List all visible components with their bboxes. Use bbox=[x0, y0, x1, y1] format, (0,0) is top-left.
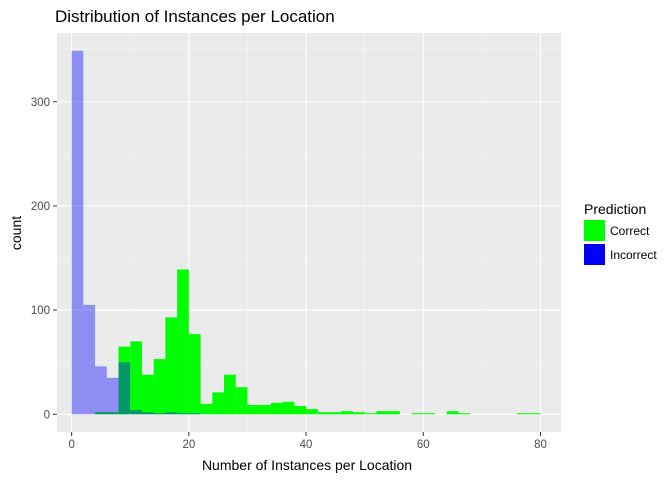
series-incorrect-bars bbox=[71, 50, 201, 415]
bar-correct-22-24 bbox=[200, 403, 213, 415]
x-tick-label: 60 bbox=[417, 439, 430, 451]
bar-incorrect-18-20 bbox=[177, 413, 189, 415]
chart-title: Distribution of Instances per Location bbox=[55, 7, 335, 26]
y-tick-label: 0 bbox=[44, 409, 50, 421]
legend-key-incorrect bbox=[584, 244, 605, 265]
bar-correct-16-18 bbox=[165, 317, 178, 415]
legend-label-incorrect: Incorrect bbox=[610, 248, 657, 262]
bar-correct-26-28 bbox=[224, 374, 236, 415]
bar-correct-12-14 bbox=[141, 374, 154, 415]
bar-correct-14-16 bbox=[153, 359, 166, 415]
bar-correct-36-38 bbox=[282, 401, 295, 415]
bar-incorrect-10-12 bbox=[130, 410, 142, 415]
bar-correct-34-36 bbox=[270, 402, 283, 415]
x-tick-label: 80 bbox=[534, 439, 547, 451]
bar-correct-24-26 bbox=[212, 392, 225, 415]
bar-incorrect-2-4 bbox=[83, 304, 96, 415]
bar-correct-42-44 bbox=[317, 412, 330, 415]
plot-panel bbox=[57, 33, 561, 432]
bar-correct-18-20 bbox=[177, 269, 189, 415]
bar-incorrect-8-10 bbox=[118, 362, 131, 415]
bar-correct-76-78 bbox=[517, 413, 529, 415]
y-tick-label: 300 bbox=[31, 97, 50, 109]
bar-incorrect-6-8 bbox=[106, 377, 119, 415]
bar-correct-52-54 bbox=[376, 411, 389, 415]
bar-correct-20-22 bbox=[188, 334, 201, 415]
bar-incorrect-12-14 bbox=[141, 412, 154, 415]
bar-correct-32-34 bbox=[259, 404, 271, 415]
bar-correct-38-40 bbox=[294, 405, 307, 415]
bar-correct-4-6 bbox=[95, 412, 107, 415]
bar-correct-78-80 bbox=[528, 413, 541, 415]
bar-correct-64-66 bbox=[446, 411, 459, 415]
bar-correct-44-46 bbox=[329, 412, 342, 415]
bar-correct-66-68 bbox=[458, 413, 471, 415]
legend-title: Prediction bbox=[584, 201, 646, 217]
bar-incorrect-14-16 bbox=[153, 413, 166, 415]
minor-gridlines bbox=[57, 33, 561, 432]
bar-incorrect-16-18 bbox=[165, 412, 178, 415]
series-correct-bars bbox=[95, 269, 541, 415]
bar-correct-6-8 bbox=[106, 412, 119, 415]
bar-correct-58-60 bbox=[411, 413, 424, 415]
y-axis-ticks: 0 100 200 300 bbox=[31, 97, 57, 421]
x-tick-label: 0 bbox=[68, 439, 74, 451]
bar-incorrect-4-6 bbox=[95, 366, 107, 415]
legend: Prediction Correct Incorrect bbox=[584, 201, 657, 265]
bar-incorrect-20-22 bbox=[188, 413, 201, 415]
bar-correct-54-56 bbox=[388, 411, 400, 415]
bar-correct-60-62 bbox=[423, 413, 435, 415]
bar-correct-50-52 bbox=[364, 413, 377, 415]
bar-correct-40-42 bbox=[306, 409, 318, 415]
x-tick-label: 40 bbox=[300, 439, 313, 451]
bar-incorrect-0-2 bbox=[71, 50, 84, 415]
legend-label-correct: Correct bbox=[610, 224, 650, 238]
bar-correct-8-10 bbox=[118, 346, 131, 415]
bar-correct-46-48 bbox=[341, 411, 353, 415]
y-tick-label: 100 bbox=[31, 305, 50, 317]
x-tick-label: 20 bbox=[182, 439, 195, 451]
y-tick-label: 200 bbox=[31, 201, 50, 213]
bar-correct-30-32 bbox=[247, 404, 260, 415]
legend-key-correct bbox=[584, 220, 605, 241]
x-axis-ticks: 0 20 40 60 80 bbox=[68, 432, 547, 451]
y-axis-title: count bbox=[8, 216, 24, 250]
bar-correct-48-50 bbox=[352, 412, 365, 415]
bar-correct-28-30 bbox=[235, 387, 248, 415]
x-axis-title: Number of Instances per Location bbox=[202, 457, 412, 473]
bar-correct-10-12 bbox=[130, 341, 142, 415]
